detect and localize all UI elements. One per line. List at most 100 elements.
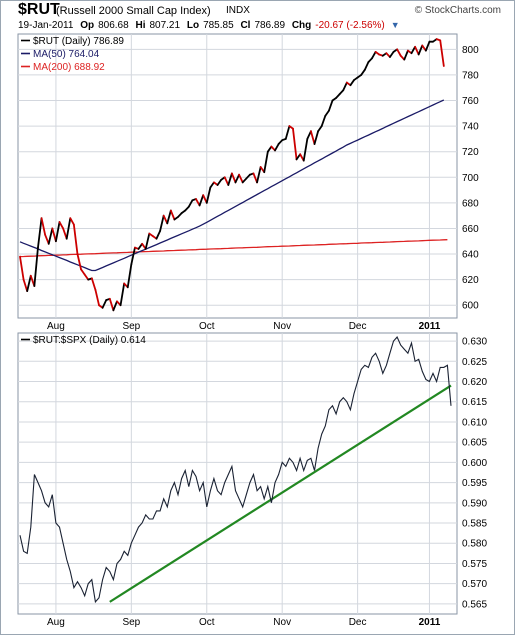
price-segment [72, 223, 79, 255]
price-segment [231, 172, 237, 184]
y-tick-label: 0.580 [462, 539, 487, 550]
quote-info-bar: 19-Jan-2011 Op 806.68 Hi 807.21 Lo 785.85 C… [18, 20, 513, 34]
price-segment [313, 130, 320, 145]
price-segment [317, 125, 323, 133]
price-segment [302, 138, 309, 162]
y-tick-label: 0.605 [462, 438, 487, 449]
price-segment [306, 130, 312, 140]
price-segment [284, 125, 291, 140]
y-tick-label: 0.575 [462, 559, 487, 570]
price-segment [396, 48, 402, 57]
price-segment [83, 273, 90, 281]
price-segment [414, 45, 420, 56]
price-segment [65, 217, 72, 240]
open-label: Op [80, 20, 95, 31]
price-segment [101, 299, 108, 309]
change-label: Chg [291, 20, 312, 31]
price-segment [55, 221, 61, 243]
price-segment [205, 186, 212, 204]
price-segment [187, 199, 194, 208]
close-value: 786.89 [254, 20, 286, 31]
price-segment [256, 166, 262, 184]
y-tick-label: 700 [462, 173, 479, 184]
x-tick-label: Nov [273, 321, 291, 332]
y-tick-label: 0.570 [462, 579, 487, 590]
price-segment [119, 282, 126, 307]
price-segment [137, 242, 144, 250]
y-tick-label: 0.585 [462, 519, 487, 530]
y-tick-label: 620 [462, 275, 479, 286]
ma50-line [19, 99, 445, 272]
y-tick-label: 0.610 [462, 417, 487, 428]
price-segment [130, 246, 136, 266]
x-tick-label: 2011 [419, 617, 441, 628]
y-tick-label: 640 [462, 250, 479, 261]
y-tick-label: 0.625 [462, 357, 487, 368]
price-segment [410, 45, 416, 55]
y-tick-label: 800 [462, 45, 479, 56]
y-tick-label: 740 [462, 122, 479, 133]
price-segment [424, 40, 431, 52]
price-segment [320, 114, 327, 128]
price-segment [227, 172, 233, 186]
price-segment [80, 268, 86, 276]
x-tick-label: Oct [199, 617, 215, 628]
y-tick-label: 0.565 [462, 599, 487, 610]
price-segment [403, 49, 409, 61]
x-tick-label: Nov [273, 617, 291, 628]
y-tick-label: 0.595 [462, 478, 487, 489]
price-segment [162, 214, 169, 225]
quote-date: 19-Jan-2011 [18, 20, 74, 31]
ratio-line [19, 335, 452, 604]
chevron-down-icon[interactable]: ▼ [390, 20, 400, 30]
y-tick-label: 660 [462, 224, 479, 235]
legend-label: MA(50) 764.04 [33, 49, 100, 60]
open-value: 806.68 [98, 20, 129, 31]
price-segment [274, 143, 280, 152]
y-tick-label: 0.620 [462, 377, 487, 388]
price-segment [26, 274, 32, 293]
price-segment [209, 181, 215, 189]
price-segment [266, 145, 273, 153]
price-segment [417, 44, 424, 56]
y-tick-label: 0.600 [462, 458, 487, 469]
ratio-panel-plot [17, 332, 458, 615]
x-tick-label: 2011 [419, 321, 441, 332]
price-segment [47, 227, 54, 245]
price-segment [169, 209, 176, 221]
y-tick-label: 0.615 [462, 397, 487, 408]
x-tick-label: Sep [122, 617, 140, 628]
price-segment [360, 68, 366, 76]
price-segment [324, 109, 330, 117]
price-segment [252, 172, 258, 184]
price-segment [40, 217, 47, 236]
legend-label: $RUT:$SPX (Daily) 0.614 [33, 335, 146, 346]
price-segment [144, 232, 151, 250]
close-label: Cl [240, 20, 251, 31]
x-tick-label: Dec [349, 617, 367, 628]
price-segment [371, 51, 377, 60]
trendline [109, 384, 452, 603]
x-tick-label: Sep [122, 321, 140, 332]
price-segment [295, 153, 302, 161]
y-tick-label: 720 [462, 147, 479, 158]
low-label: Lo [186, 20, 200, 31]
price-segment [33, 246, 39, 287]
price-segment [155, 230, 161, 240]
index-name: (Russell 2000 Small Cap Index) [56, 5, 211, 17]
price-segment [363, 61, 370, 71]
price-segment [51, 227, 57, 243]
price-segment [94, 288, 100, 307]
price-segment [166, 209, 172, 225]
x-tick-label: Aug [47, 321, 65, 332]
y-tick-label: 780 [462, 70, 479, 81]
y-tick-label: 0.630 [462, 337, 487, 348]
price-segment [112, 300, 118, 312]
price-segment [198, 194, 205, 207]
y-tick-label: 0.590 [462, 498, 487, 509]
price-segment [389, 51, 395, 58]
chart-title-bar: $RUT (Russell 2000 Small Cap Index) INDX… [4, 1, 509, 21]
brand-watermark[interactable]: © StockCharts.com [414, 5, 501, 16]
price-segment [310, 130, 316, 145]
exchange-label: INDX [226, 5, 250, 16]
